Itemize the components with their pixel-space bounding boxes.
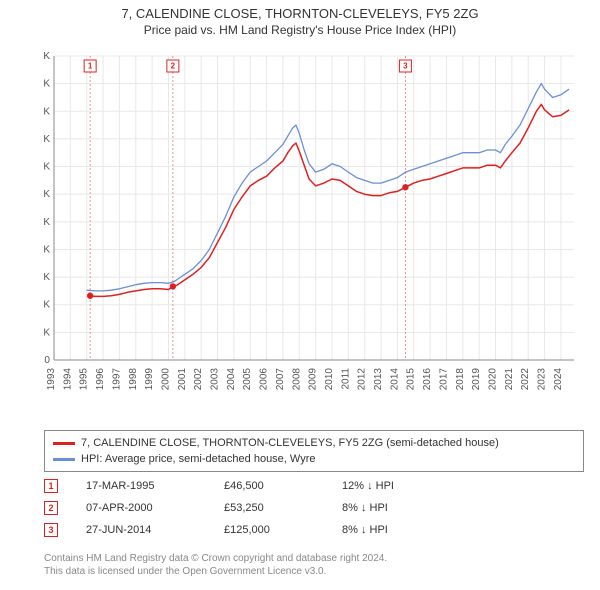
svg-text:2009: 2009 <box>308 368 319 391</box>
sale-marker-1: 1 <box>44 479 58 493</box>
sale-date: 27-JUN-2014 <box>86 524 196 536</box>
svg-text:2006: 2006 <box>259 368 270 391</box>
line-chart-svg: £0 £20K £40K £60K £80K £100K £120K £140K £160K £1… <box>44 48 584 418</box>
svg-text:1998: 1998 <box>128 368 139 391</box>
svg-text:1997: 1997 <box>111 368 122 391</box>
legend-label-subject: 7, CALENDINE CLOSE, THORNTON-CLEVELEYS, … <box>81 435 499 451</box>
sale-delta: 8% ↓ HPI <box>342 502 462 514</box>
sale-price: £53,250 <box>224 502 314 514</box>
sale-price: £46,500 <box>224 480 314 492</box>
chart-title: 7, CALENDINE CLOSE, THORNTON-CLEVELEYS, … <box>0 0 600 21</box>
legend-item-hpi: HPI: Average price, semi-detached house,… <box>53 451 575 467</box>
svg-text:2024: 2024 <box>553 368 564 391</box>
svg-text:2016: 2016 <box>422 368 433 391</box>
svg-text:2023: 2023 <box>537 368 548 391</box>
footer-attribution: Contains HM Land Registry data © Crown c… <box>44 552 584 578</box>
svg-text:1994: 1994 <box>62 368 73 391</box>
svg-text:2007: 2007 <box>275 368 286 391</box>
svg-text:£20K: £20K <box>44 327 50 338</box>
svg-text:2020: 2020 <box>488 368 499 391</box>
sale-date: 07-APR-2000 <box>86 502 196 514</box>
sale-date: 17-MAR-1995 <box>86 480 196 492</box>
svg-text:1999: 1999 <box>144 368 155 391</box>
svg-text:2005: 2005 <box>242 368 253 391</box>
svg-text:1995: 1995 <box>79 368 90 391</box>
svg-text:2018: 2018 <box>455 368 466 391</box>
svg-text:£0: £0 <box>44 355 50 366</box>
table-row: 3 27-JUN-2014 £125,000 8% ↓ HPI <box>44 519 584 541</box>
chart-subtitle: Price paid vs. HM Land Registry's House … <box>0 21 600 37</box>
sale-points-table: 1 17-MAR-1995 £46,500 12% ↓ HPI 2 07-APR… <box>44 475 584 541</box>
svg-text:2010: 2010 <box>324 368 335 391</box>
chart-plot-area: £0 £20K £40K £60K £80K £100K £120K £140K £160K £1… <box>44 48 584 418</box>
svg-text:2015: 2015 <box>406 368 417 391</box>
svg-text:2004: 2004 <box>226 368 237 391</box>
svg-text:£200K: £200K <box>44 79 50 90</box>
svg-text:2008: 2008 <box>291 368 302 391</box>
svg-text:1996: 1996 <box>95 368 106 391</box>
svg-text:1993: 1993 <box>46 368 57 391</box>
footer-line-2: This data is licensed under the Open Gov… <box>44 565 584 578</box>
svg-text:2014: 2014 <box>389 368 400 391</box>
legend: 7, CALENDINE CLOSE, THORNTON-CLEVELEYS, … <box>44 430 584 472</box>
svg-text:£160K: £160K <box>44 134 50 145</box>
sale-price: £125,000 <box>224 524 314 536</box>
footer-line-1: Contains HM Land Registry data © Crown c… <box>44 552 584 565</box>
sale-delta: 12% ↓ HPI <box>342 480 462 492</box>
svg-text:2011: 2011 <box>340 368 351 390</box>
legend-label-hpi: HPI: Average price, semi-detached house,… <box>81 451 315 467</box>
svg-text:£40K: £40K <box>44 300 50 311</box>
sale-delta: 8% ↓ HPI <box>342 524 462 536</box>
svg-text:£120K: £120K <box>44 189 50 200</box>
svg-text:£220K: £220K <box>44 51 50 62</box>
svg-text:2021: 2021 <box>504 368 515 391</box>
svg-text:£100K: £100K <box>44 217 50 228</box>
legend-item-subject: 7, CALENDINE CLOSE, THORNTON-CLEVELEYS, … <box>53 435 575 451</box>
svg-text:2: 2 <box>171 62 176 71</box>
table-row: 1 17-MAR-1995 £46,500 12% ↓ HPI <box>44 475 584 497</box>
svg-text:2003: 2003 <box>210 368 221 391</box>
svg-text:3: 3 <box>403 62 408 71</box>
svg-text:2002: 2002 <box>193 368 204 391</box>
svg-text:2017: 2017 <box>438 368 449 391</box>
svg-text:£140K: £140K <box>44 162 50 173</box>
table-row: 2 07-APR-2000 £53,250 8% ↓ HPI <box>44 497 584 519</box>
svg-text:1: 1 <box>88 62 93 71</box>
svg-text:2013: 2013 <box>373 368 384 391</box>
chart-container: 7, CALENDINE CLOSE, THORNTON-CLEVELEYS, … <box>0 0 600 590</box>
svg-text:2001: 2001 <box>177 368 188 391</box>
legend-swatch-subject <box>53 442 75 445</box>
svg-text:2019: 2019 <box>471 368 482 391</box>
legend-swatch-hpi <box>53 458 75 461</box>
svg-text:2022: 2022 <box>520 368 531 391</box>
svg-text:2012: 2012 <box>357 368 368 391</box>
svg-text:£180K: £180K <box>44 106 50 117</box>
sale-marker-2: 2 <box>44 501 58 515</box>
svg-text:£60K: £60K <box>44 272 50 283</box>
sale-marker-3: 3 <box>44 523 58 537</box>
svg-text:£80K: £80K <box>44 244 50 255</box>
svg-text:2000: 2000 <box>160 368 171 391</box>
